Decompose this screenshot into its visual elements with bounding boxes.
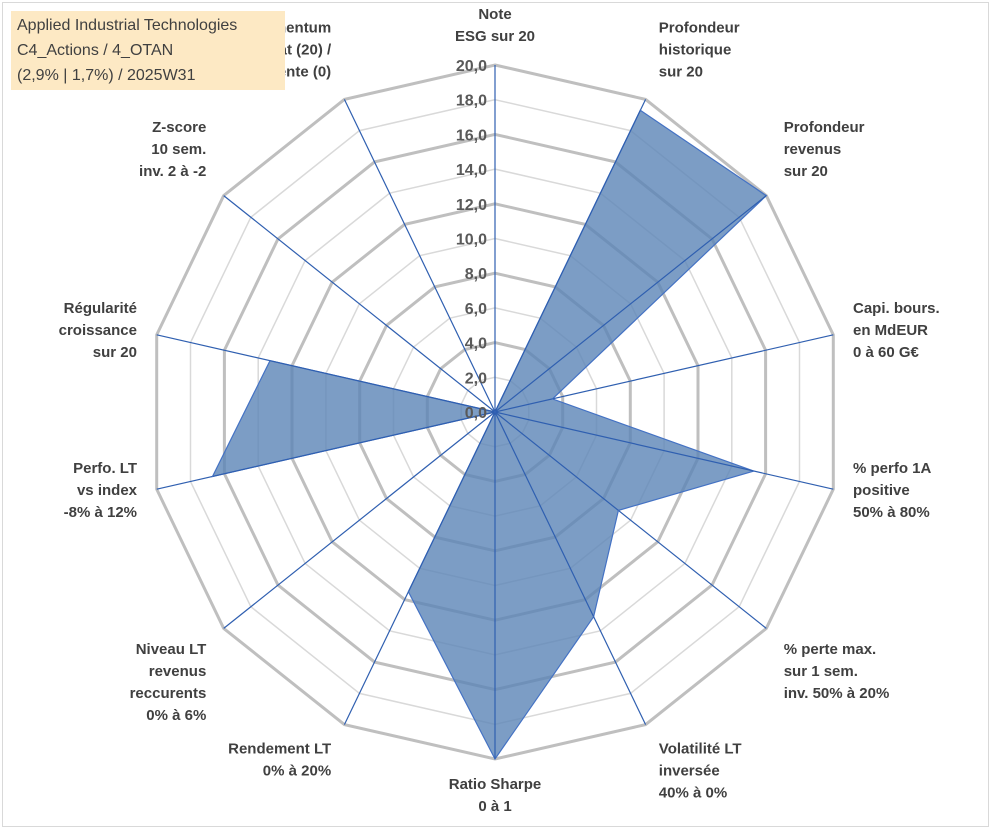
- tick-label: 14,0: [456, 162, 487, 179]
- axis-category-label: % perfo 1A positive 50% à 80%: [853, 460, 932, 521]
- axis-spoke: [494, 195, 767, 413]
- axis-category-label: Z-score 10 sem. inv. 2 à -2: [139, 119, 206, 180]
- data-point: [753, 470, 755, 472]
- data-point: [593, 616, 595, 618]
- title-line-3: (2,9% | 1,7%) / 2025W31: [17, 67, 196, 84]
- axis-category-label: Perfo. LT vs index -8% à 12%: [64, 460, 138, 521]
- axis-category-label: Niveau LT revenus reccurents 0% à 6%: [130, 641, 207, 724]
- data-point: [552, 398, 553, 400]
- data-point: [639, 109, 641, 111]
- axis-spoke: [343, 411, 496, 725]
- axis-category-label: Profondeur historique sur 20: [659, 20, 740, 81]
- data-point: [269, 360, 271, 362]
- axis-spoke: [223, 411, 496, 629]
- axis-category-label: Capi. bours. en MdEUR 0 à 60 G€: [853, 300, 940, 361]
- axis-spoke: [494, 411, 767, 629]
- tick-label: 6,0: [465, 301, 487, 318]
- axis-category-label: Régularité croissance sur 20: [59, 300, 137, 361]
- axis-spoke: [343, 99, 496, 413]
- data-point: [494, 758, 496, 760]
- axis-category-label: Profondeur revenus sur 20: [784, 119, 865, 180]
- axis-category-label: % perte max. sur 1 sem. inv. 50% à 20%: [784, 641, 890, 702]
- tick-label: 8,0: [465, 266, 487, 283]
- axis-spoke: [223, 195, 496, 413]
- tick-label: 20,0: [456, 58, 487, 75]
- data-series-area: [211, 109, 768, 761]
- title-line-1: Applied Industrial Technologies: [17, 17, 238, 34]
- axis-spoke: [494, 411, 834, 490]
- axis-category-label: Ratio Sharpe 0 à 1: [449, 776, 542, 815]
- axis-spoke: [494, 411, 647, 725]
- axis-spoke: [156, 334, 496, 413]
- tick-label: 12,0: [456, 197, 487, 214]
- axis-category-label: Volatilité LT inversée 40% à 0%: [659, 740, 742, 801]
- chart-title-box: Applied Industrial Technologies C4_Actio…: [11, 11, 285, 90]
- title-line-2: C4_Actions / 4_OTAN: [17, 42, 174, 59]
- tick-label: 0,0: [465, 405, 487, 422]
- tick-label: 10,0: [456, 232, 487, 249]
- data-point: [617, 509, 619, 511]
- axis-spoke: [494, 99, 647, 413]
- axis-spoke: [156, 411, 496, 490]
- tick-label: 18,0: [456, 93, 487, 110]
- data-point: [494, 411, 496, 413]
- data-point: [765, 195, 767, 197]
- data-point: [212, 476, 213, 477]
- tick-label: 16,0: [456, 127, 487, 144]
- tick-label: 4,0: [465, 336, 487, 353]
- axis-category-label: Rendement LT 0% à 20%: [228, 740, 331, 779]
- axis-spoke: [494, 334, 834, 413]
- tick-label: 2,0: [465, 370, 487, 387]
- data-point: [407, 591, 409, 593]
- axis-category-label: Note ESG sur 20: [455, 6, 535, 45]
